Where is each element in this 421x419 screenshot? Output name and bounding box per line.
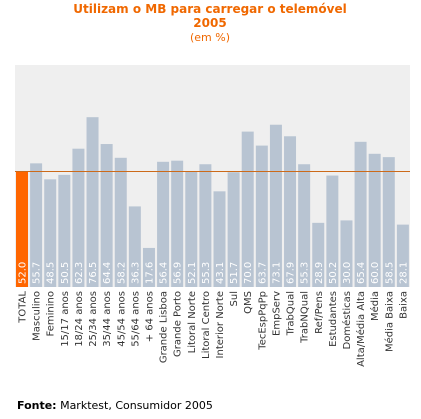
bar-feminino: [44, 179, 57, 287]
x-label-alta-media-alta: Alta/Média Alta: [355, 291, 367, 367]
bar-litoral-norte: [185, 171, 198, 287]
x-label-15-17-anos: 15/17 anos: [60, 291, 71, 347]
x-label-baixa: Baixa: [398, 291, 409, 319]
x-label-domesticas: Domésticas: [341, 291, 353, 349]
chart-year: 2005: [193, 16, 226, 30]
value-label-grande-porto: 56.9: [173, 262, 184, 284]
bar-grande-lisboa: [157, 161, 170, 287]
x-label-tecesppqpp: TecEspPqPp: [257, 291, 268, 351]
bar-alta-media-alta: [354, 141, 367, 287]
bar-15-17-anos: [58, 174, 71, 287]
bar-trabnqual: [298, 164, 311, 287]
bar-25-34-anos: [86, 117, 99, 287]
chart-title: Utilizam o MB para carregar o telemóvel: [73, 2, 347, 16]
source-text: Marktest, Consumidor 2005: [60, 399, 213, 412]
bar-masculino: [30, 163, 43, 287]
value-label-masculino: 55.7: [32, 262, 43, 284]
x-label-45-54-anos: 45/54 anos: [116, 291, 127, 347]
x-label-35-44-anos: 35/44 anos: [102, 291, 113, 347]
bar-ref-pens: [312, 222, 325, 287]
x-label-interior-norte: Interior Norte: [215, 291, 226, 358]
value-label-media-baixa: 58.5: [384, 262, 395, 284]
bar-baixa: [396, 224, 409, 287]
value-label-15-17-anos: 50.5: [60, 262, 71, 284]
bar-tecesppqpp: [255, 145, 268, 287]
x-label-feminino: Feminino: [46, 291, 57, 336]
value-label-baixa: 28.1: [398, 262, 409, 284]
value-label-ref-pens: 28.9: [314, 262, 325, 284]
bar-45-54-anos: [114, 157, 127, 287]
bar-total: [16, 171, 28, 287]
x-tick-labels: TOTAL Masculino Feminino 15/17 anos 18/24 an…: [18, 291, 410, 367]
x-label-grande-porto: Grande Porto: [173, 291, 184, 357]
x-label-ref-pens: Ref/Pens: [314, 291, 325, 334]
x-label-qms: QMS: [243, 291, 254, 314]
bar-35-44-anos: [100, 144, 113, 287]
bar-media: [368, 153, 381, 287]
bar-media-baixa: [382, 157, 395, 287]
chart-unit: (em %): [190, 31, 230, 44]
value-label-45-54-anos: 58.2: [116, 262, 127, 284]
bar-18-24-anos: [72, 148, 85, 287]
value-label-alta-media-alta: 65.4: [356, 262, 367, 284]
value-label-grande-lisboa: 56.4: [159, 262, 170, 284]
value-label-trabnqual: 55.3: [300, 262, 311, 284]
value-label-qms: 70.0: [243, 262, 254, 284]
x-label-sul: Sul: [229, 291, 240, 306]
value-label-empserv: 73.1: [271, 262, 282, 284]
x-label-18-24-anos: 18/24 anos: [74, 291, 85, 347]
x-label-55-64-anos: 55/64 anos: [130, 291, 141, 347]
x-label-trabqual: TrabQual: [286, 291, 297, 336]
value-label-25-34-anos: 76.5: [88, 262, 99, 284]
bar-55-64-anos: [128, 206, 141, 287]
value-label-trabqual: 67.9: [286, 262, 297, 284]
bar-estudantes: [326, 175, 339, 287]
x-label-25-34-anos: 25/34 anos: [88, 291, 99, 347]
x-label-litoral-norte: Litoral Norte: [187, 291, 198, 353]
value-label-55-64-anos: 36.3: [130, 262, 141, 284]
value-label-tecesppqpp: 63.7: [257, 262, 268, 284]
x-label-masculino: Masculino: [32, 291, 43, 341]
x-label-litoral-centro: Litoral Centro: [201, 291, 212, 359]
value-label-feminino: 48.5: [46, 262, 57, 284]
value-label-domesticas: 30.0: [342, 262, 353, 284]
value-label-35-44-anos: 64.4: [102, 262, 113, 284]
bar-qms: [241, 131, 254, 287]
value-label-litoral-centro: 55.3: [201, 262, 212, 284]
x-label-media: Média: [369, 291, 381, 321]
x-label-total: TOTAL: [18, 291, 29, 324]
value-label-64-anos: 17.6: [144, 262, 155, 284]
bar-trabqual: [284, 136, 297, 287]
x-label-64-anos: + 64 anos: [144, 291, 155, 342]
source-label: Fonte:: [17, 399, 57, 412]
x-label-trabnqual: TrabNQual: [300, 291, 311, 344]
x-label-grande-lisboa: Grande Lisboa: [159, 291, 170, 363]
bar-interior-norte: [213, 191, 226, 287]
x-label-empserv: EmpServ: [271, 291, 282, 336]
value-label-litoral-norte: 52.1: [187, 262, 198, 284]
x-label-media-baixa: Média Baixa: [383, 291, 395, 352]
bar-litoral-centro: [199, 164, 212, 287]
x-label-estudantes: Estudantes: [328, 291, 339, 347]
bar-empserv: [269, 124, 282, 287]
value-label-18-24-anos: 62.3: [74, 262, 85, 284]
source-note: Fonte: Marktest, Consumidor 2005: [17, 399, 213, 412]
value-label-total: 52.0: [18, 262, 29, 284]
value-label-estudantes: 50.2: [328, 262, 339, 284]
bar-64-anos: [142, 247, 155, 287]
bars-group: 52.0 55.7 48.5 50.5 62.3 76.5 64.4 58.2 36.3 17.6…: [15, 117, 410, 287]
value-label-interior-norte: 43.1: [215, 262, 226, 284]
value-label-media: 60.0: [370, 262, 381, 284]
bar-grande-porto: [171, 160, 184, 287]
value-label-sul: 51.7: [229, 262, 240, 284]
bar-sul: [227, 172, 240, 287]
bar-domesticas: [340, 220, 353, 287]
